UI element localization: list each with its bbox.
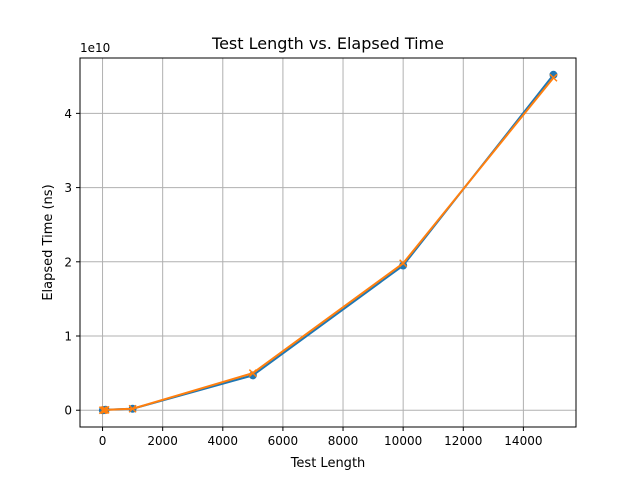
- grid: [80, 58, 576, 427]
- chart-title: Test Length vs. Elapsed Time: [211, 34, 444, 53]
- y-axis-offset-label: 1e10: [80, 41, 110, 55]
- data-point: [98, 406, 107, 415]
- axis-ticks: 0 2000 4000 6000 8000 10000 12000 14000 0 1 2 3 4: [64, 107, 542, 448]
- data-point: [100, 406, 109, 415]
- x-axis-label: Test Length: [290, 456, 366, 471]
- data-point: [248, 369, 257, 378]
- y-tick-label: 3: [64, 181, 72, 195]
- x-tick-label: 8000: [328, 434, 359, 448]
- x-tick-label: 14000: [504, 434, 542, 448]
- y-axis-label: Elapsed Time (ns): [41, 184, 56, 300]
- x-tick-label: 0: [99, 434, 107, 448]
- y-tick-label: 2: [64, 255, 72, 269]
- data-point: [128, 404, 137, 413]
- series-2: [98, 73, 558, 415]
- x-tick-label: 4000: [208, 434, 239, 448]
- y-tick-label: 4: [64, 107, 72, 121]
- data-point: [399, 259, 408, 268]
- plot-frame: [79, 57, 577, 428]
- x-tick-label: 10000: [384, 434, 422, 448]
- y-tick-label: 0: [64, 404, 72, 418]
- x-tick-label: 12000: [444, 434, 482, 448]
- data-point: [549, 73, 558, 82]
- x-tick-label: 6000: [268, 434, 299, 448]
- series-group: [98, 70, 558, 415]
- x-tick-label: 2000: [147, 434, 178, 448]
- y-tick-label: 1: [64, 330, 72, 344]
- data-point: [101, 405, 110, 414]
